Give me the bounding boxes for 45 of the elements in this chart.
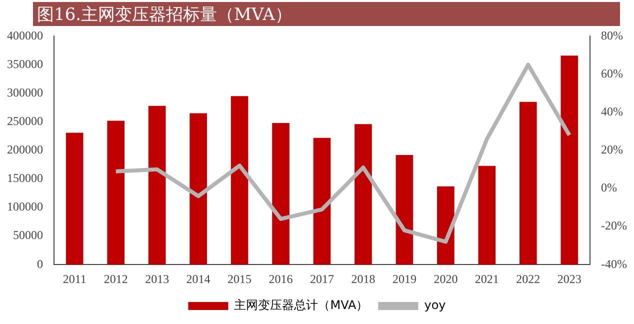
y-tick-label: 150000 xyxy=(7,171,43,186)
bar xyxy=(478,166,496,265)
y-tick-label: 50000 xyxy=(13,228,43,242)
x-tick-label: 2012 xyxy=(104,272,128,286)
bar xyxy=(560,56,578,265)
bar xyxy=(313,138,331,265)
y-tick-label: 200000 xyxy=(7,142,43,157)
legend-label: yoy xyxy=(424,298,446,312)
y-tick-label: 0 xyxy=(37,256,43,271)
bar xyxy=(520,102,537,265)
bar xyxy=(190,113,207,265)
y-tick-label: 300000 xyxy=(7,85,43,100)
bar xyxy=(107,120,125,265)
bar xyxy=(437,186,454,265)
x-tick-label: 2021 xyxy=(474,272,499,286)
bar xyxy=(396,154,414,265)
y-tick-label: 400000 xyxy=(7,28,43,42)
bar xyxy=(66,132,84,265)
x-tick-label: 2022 xyxy=(516,272,540,286)
x-tick-label: 2011 xyxy=(62,272,86,286)
bar xyxy=(148,106,166,265)
x-tick-label: 2013 xyxy=(145,272,170,286)
legend-label: 主网变压器总计（MVA） xyxy=(234,298,368,312)
y2-tick-label: 80% xyxy=(601,28,624,42)
y2-tick-label: 40% xyxy=(601,104,624,118)
x-tick-label: 2017 xyxy=(310,272,334,286)
x-tick-label: 2019 xyxy=(392,272,416,286)
y2-tick-label: -20% xyxy=(601,218,628,233)
y-tick-label: 100000 xyxy=(7,200,43,214)
bar xyxy=(230,96,248,265)
y-tick-label: 250000 xyxy=(7,114,43,128)
bar xyxy=(272,122,290,265)
y2-tick-label: 60% xyxy=(601,66,624,80)
x-tick-label: 2014 xyxy=(186,272,210,286)
y2-tick-label: 0% xyxy=(601,180,618,195)
chart-title: 图16.主网变压器招标量（MVA） xyxy=(33,2,620,26)
x-tick-label: 2018 xyxy=(351,272,376,286)
x-tick-label: 2020 xyxy=(434,272,458,286)
x-tick-label: 2015 xyxy=(228,272,252,286)
y2-tick-label: -40% xyxy=(601,256,628,271)
x-tick-label: 2023 xyxy=(557,272,582,286)
y-tick-label: 350000 xyxy=(7,56,43,71)
y2-tick-label: 20% xyxy=(601,142,624,157)
x-tick-label: 2016 xyxy=(268,272,293,286)
bar xyxy=(354,124,372,265)
